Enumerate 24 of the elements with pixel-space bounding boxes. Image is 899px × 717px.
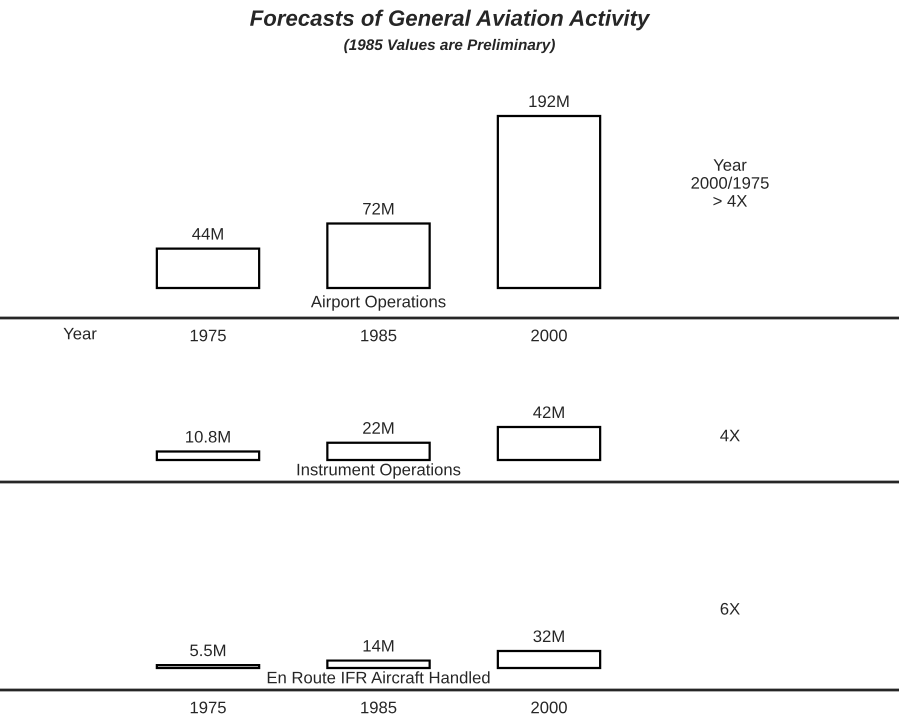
- data-label: 192M: [529, 95, 568, 108]
- x-tick-label: 1975: [190, 702, 226, 714]
- x-tick-label: 2000: [531, 330, 567, 342]
- data-label: 5.5M: [190, 644, 226, 656]
- data-label: 44M: [192, 228, 223, 240]
- text: Instrument Operations: [298, 463, 460, 479]
- text: 6X: [720, 602, 740, 615]
- x-tick-label: 1985: [361, 702, 396, 714]
- data-label: 32M: [533, 630, 564, 642]
- chart-title: Forecasts of General Aviation Activity: [250, 10, 650, 30]
- text: En Route IFR Aircraft Handled: [268, 671, 490, 684]
- x-tick-label: 2000: [531, 702, 567, 714]
- text: Year 2000/1975 > 4X: [691, 159, 769, 207]
- data-label: 22M: [363, 422, 394, 434]
- text: 4X: [720, 430, 740, 442]
- data-label: 72M: [363, 202, 394, 214]
- data-label: 14M: [364, 640, 394, 652]
- data-label: 42M: [533, 406, 564, 418]
- x-axis-title: Year: [64, 328, 97, 340]
- x-tick-label: 1985: [361, 330, 396, 342]
- text: Airport Operations: [310, 295, 446, 311]
- chart-subtitle: (1985 Values are Preliminary): [344, 38, 555, 54]
- data-label: 10.8M: [186, 430, 230, 443]
- x-tick-label: 1975: [190, 330, 226, 342]
